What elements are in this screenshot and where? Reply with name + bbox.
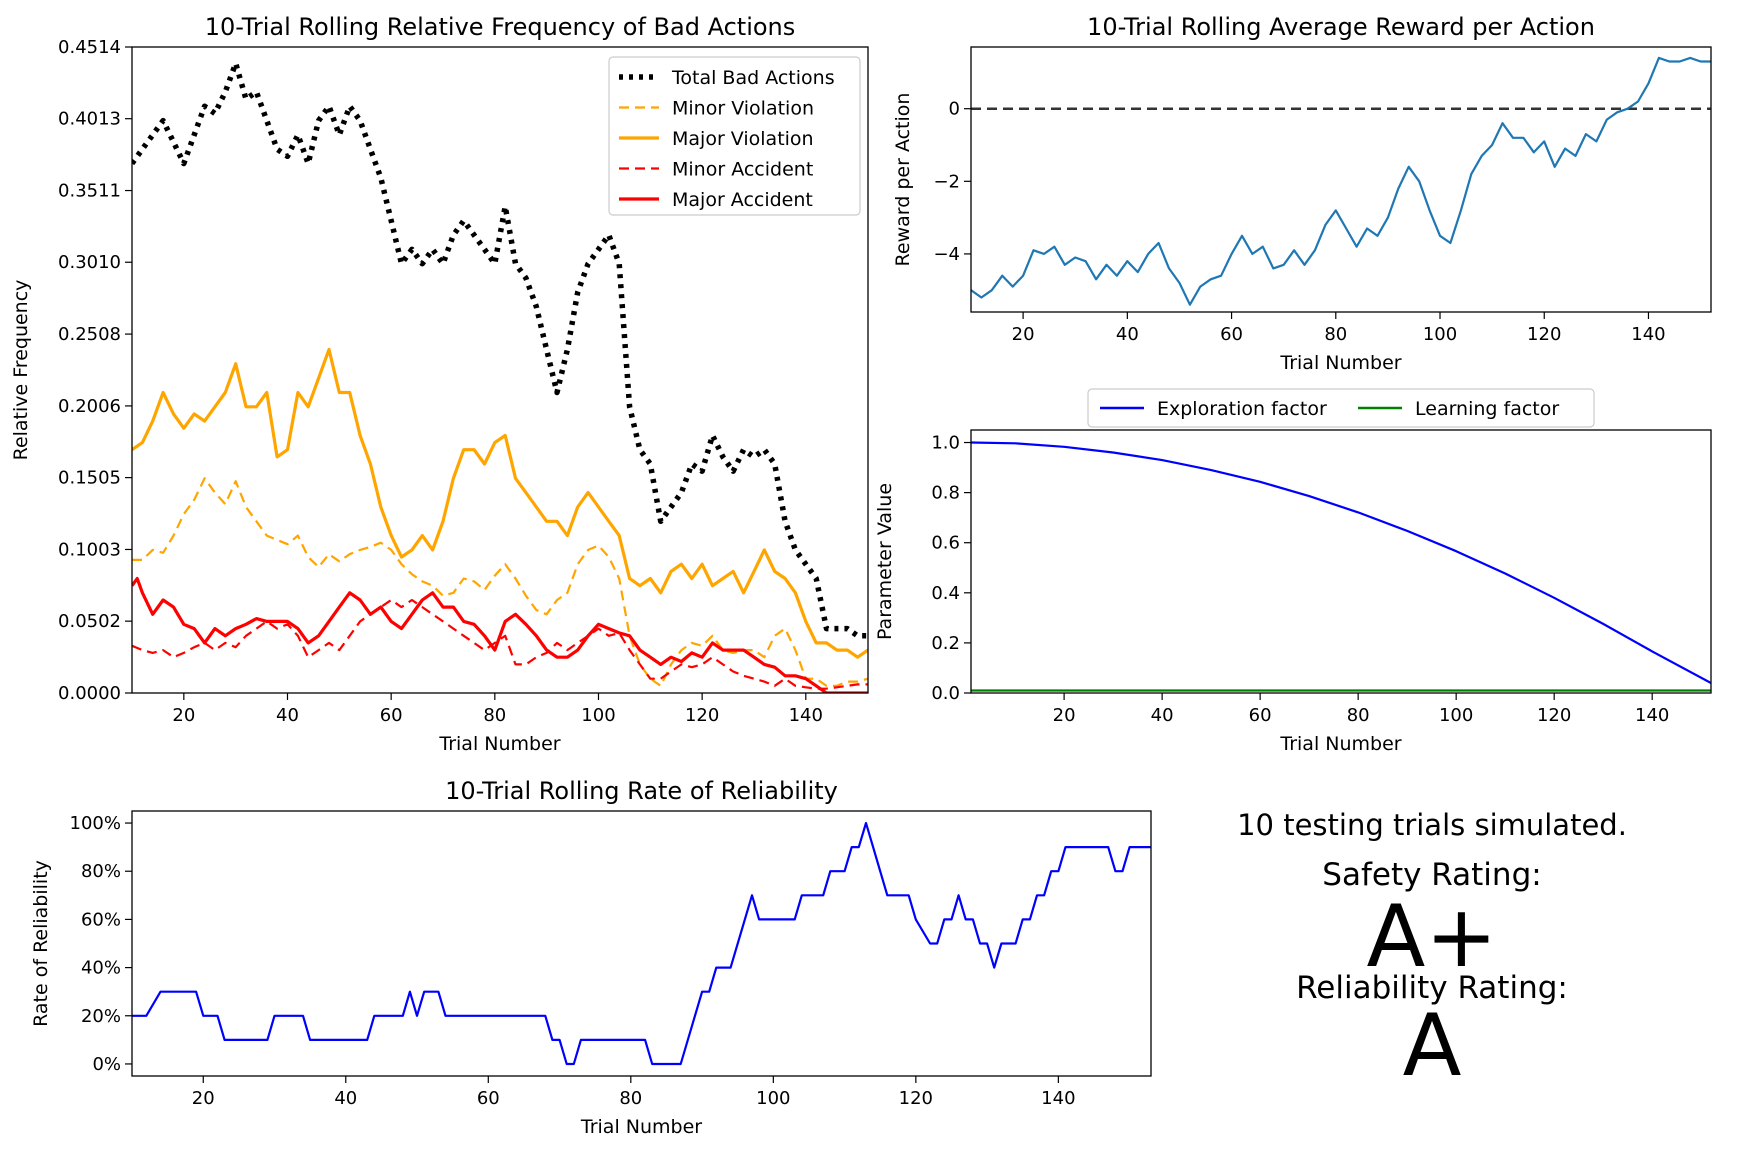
y-tick-label: 40% bbox=[81, 958, 121, 979]
y-axis-label: Relative Frequency bbox=[10, 280, 32, 461]
series-line-exploration-factor bbox=[971, 441, 1711, 684]
legend-label-minor-accident: Minor Accident bbox=[672, 159, 813, 181]
y-tick-label: 0.2006 bbox=[58, 396, 121, 417]
bad-actions-chart: 20 40 60 80 100 120 140 0.0000 0.0502 0.1003 0.150… bbox=[10, 13, 869, 755]
y-tick-label: 0.4013 bbox=[58, 109, 121, 130]
legend-box bbox=[608, 56, 861, 216]
x-tick-label: 20 bbox=[1012, 324, 1035, 345]
y-tick-label: 0.4 bbox=[931, 583, 960, 604]
x-tick-label: 20 bbox=[1053, 705, 1076, 726]
x-tick-label: 20 bbox=[172, 705, 195, 726]
series-line-major-violation bbox=[132, 347, 868, 659]
y-tick-label: 0 bbox=[949, 99, 960, 120]
plot-frame bbox=[970, 429, 1712, 694]
x-tick-label: 80 bbox=[483, 705, 506, 726]
x-tick-label: 40 bbox=[1116, 324, 1139, 345]
reliability-rating-label: Reliability Rating: bbox=[1296, 970, 1568, 1006]
y-tick-label: 0.0 bbox=[931, 683, 960, 704]
plot-area bbox=[971, 47, 1711, 312]
y-tick-label: 0.0502 bbox=[58, 611, 121, 632]
reliability-rating-grade: A bbox=[1403, 996, 1462, 1096]
testing-trials-text: 10 testing trials simulated. bbox=[1237, 808, 1627, 842]
chart-title: 10-Trial Rolling Average Reward per Acti… bbox=[1087, 13, 1595, 41]
y-tick-label: 0.2 bbox=[931, 633, 960, 654]
plot-frame bbox=[131, 810, 1152, 1077]
y-tick-label: 80% bbox=[81, 861, 121, 882]
legend-label-major-accident: Major Accident bbox=[672, 189, 813, 211]
legend-box bbox=[1087, 388, 1595, 428]
x-tick-label: 140 bbox=[1635, 705, 1669, 726]
plot-frame bbox=[970, 46, 1712, 313]
x-axis-label: Trial Number bbox=[580, 1116, 702, 1138]
plot-area bbox=[132, 811, 1151, 1076]
x-tick-label: 120 bbox=[1537, 705, 1571, 726]
legend-label-learning-factor: Learning factor bbox=[1415, 398, 1559, 420]
y-tick-label: 1.0 bbox=[931, 433, 960, 454]
series-line-reward bbox=[971, 56, 1711, 306]
x-tick-label: 40 bbox=[334, 1088, 357, 1109]
y-tick-label: 0.3511 bbox=[58, 181, 121, 202]
y-tick-label: 0.1505 bbox=[58, 468, 121, 489]
y-tick-label: 0.4514 bbox=[58, 37, 121, 58]
x-tick-label: 100 bbox=[581, 705, 615, 726]
legend-label-minor-violation: Minor Violation bbox=[672, 98, 814, 120]
x-tick-label: 140 bbox=[789, 705, 823, 726]
series-line-minor-accident bbox=[132, 598, 868, 690]
safety-rating-label: Safety Rating: bbox=[1322, 857, 1541, 893]
x-tick-label: 40 bbox=[1151, 705, 1174, 726]
y-tick-label: 0.3010 bbox=[58, 252, 121, 273]
y-axis-label: Parameter Value bbox=[874, 483, 896, 640]
x-axis-label: Trial Number bbox=[1279, 733, 1401, 755]
parameters-chart: 20 40 60 80 100 120 140 0.0 0.2 0.4 0.6 0.8 1.0 Trial… bbox=[874, 388, 1712, 755]
y-axis-label: Reward per Action bbox=[892, 93, 914, 267]
y-tick-label: 20% bbox=[81, 1006, 121, 1027]
series-line-reliability bbox=[132, 821, 1151, 1066]
x-tick-label: 140 bbox=[1631, 324, 1665, 345]
x-tick-label: 120 bbox=[1527, 324, 1561, 345]
x-tick-label: 100 bbox=[1423, 324, 1457, 345]
x-tick-label: 60 bbox=[380, 705, 403, 726]
x-tick-label: 80 bbox=[1324, 324, 1347, 345]
y-tick-label: 0.1003 bbox=[58, 539, 121, 560]
x-tick-label: 80 bbox=[619, 1088, 642, 1109]
x-tick-label: 120 bbox=[899, 1088, 933, 1109]
y-tick-label: 0.6 bbox=[931, 533, 960, 554]
x-tick-label: 40 bbox=[276, 705, 299, 726]
y-tick-label: 0% bbox=[92, 1054, 121, 1075]
x-tick-label: 60 bbox=[477, 1088, 500, 1109]
x-tick-label: 20 bbox=[192, 1088, 215, 1109]
x-tick-label: 120 bbox=[685, 705, 719, 726]
reliability-chart: 20 40 60 80 100 120 140 0% 20% 40% 60% 80% 100% Trial… bbox=[30, 777, 1152, 1138]
legend-label-major-violation: Major Violation bbox=[672, 128, 814, 150]
chart-title: 10-Trial Rolling Rate of Reliability bbox=[445, 777, 838, 805]
y-tick-label: 60% bbox=[81, 909, 121, 930]
x-axis-label: Trial Number bbox=[1279, 352, 1401, 374]
x-tick-label: 60 bbox=[1220, 324, 1243, 345]
reward-chart: 20 40 60 80 100 120 140 −4 −2 0 Trial Number Reward… bbox=[892, 13, 1712, 374]
x-tick-label: 80 bbox=[1347, 705, 1370, 726]
y-tick-label: −2 bbox=[933, 171, 960, 192]
safety-rating-grade: A+ bbox=[1367, 887, 1498, 987]
x-tick-label: 100 bbox=[1439, 705, 1473, 726]
y-tick-label: −4 bbox=[933, 244, 960, 265]
y-tick-label: 0.2508 bbox=[58, 324, 121, 345]
plot-frame bbox=[131, 46, 869, 694]
legend-label-exploration-factor: Exploration factor bbox=[1157, 398, 1327, 420]
rating-summary: 10 testing trials simulated. Safety Rati… bbox=[1237, 808, 1627, 1096]
x-axis-label: Trial Number bbox=[438, 733, 560, 755]
chart-title: 10-Trial Rolling Relative Frequency of B… bbox=[205, 13, 796, 41]
y-axis-label: Rate of Reliability bbox=[30, 860, 52, 1027]
y-tick-label: 100% bbox=[70, 813, 121, 834]
x-tick-label: 100 bbox=[756, 1088, 790, 1109]
legend-label-total-bad-actions: Total Bad Actions bbox=[671, 67, 835, 89]
series-line-major-accident bbox=[132, 576, 868, 693]
plot-area bbox=[971, 430, 1711, 693]
x-tick-label: 60 bbox=[1249, 705, 1272, 726]
x-tick-label: 140 bbox=[1041, 1088, 1075, 1109]
y-tick-label: 0.8 bbox=[931, 483, 960, 504]
y-tick-label: 0.0000 bbox=[58, 683, 121, 704]
